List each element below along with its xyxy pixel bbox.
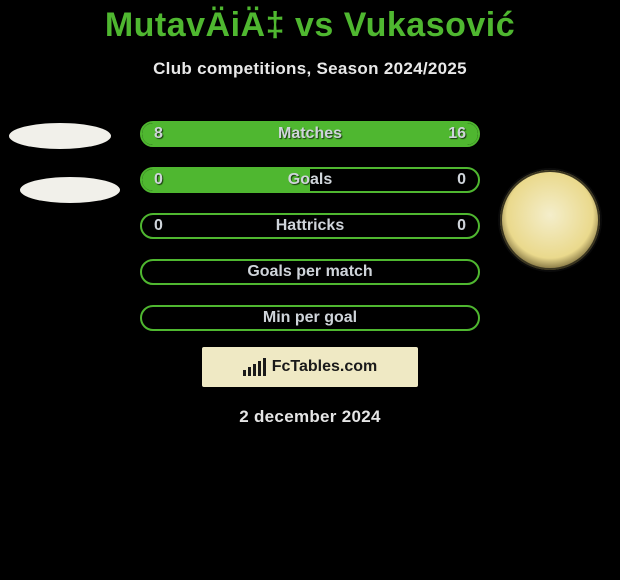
- stat-row: Goals per match: [0, 249, 620, 295]
- stat-label: Goals per match: [142, 261, 478, 283]
- page-title: MutavÄiÄ‡ vs Vukasović: [0, 0, 620, 45]
- logo-bar-segment: [258, 361, 261, 376]
- stat-bar-track: Hattricks0 0: [140, 213, 480, 239]
- stat-row: Goals00: [0, 157, 620, 203]
- stat-value-right: 0: [457, 215, 466, 237]
- stat-bar-fill-right: [253, 123, 478, 145]
- stat-bar-track: Min per goal: [140, 305, 480, 331]
- comparison-chart: Matches816Goals00Hattricks00Goals per ma…: [0, 111, 620, 341]
- logo-text: FcTables.com: [272, 358, 378, 376]
- stat-bar-track: Goals00: [140, 167, 480, 193]
- stat-bar-track: Goals per match: [140, 259, 480, 285]
- stat-value-right: 0: [457, 169, 466, 191]
- stat-label: Hattricks: [142, 215, 478, 237]
- logo-bar-segment: [253, 364, 256, 376]
- stat-bar-fill-left: [142, 169, 310, 191]
- stat-label: Min per goal: [142, 307, 478, 329]
- stat-bar-fill-left: [142, 123, 253, 145]
- stat-row: Hattricks0 0: [0, 203, 620, 249]
- logo-bar-segment: [263, 358, 266, 376]
- fctables-logo: FcTables.com: [202, 347, 418, 387]
- stat-bar-track: Matches816: [140, 121, 480, 147]
- stat-row: Min per goal: [0, 295, 620, 341]
- date-label: 2 december 2024: [0, 407, 620, 427]
- logo-bar-segment: [248, 367, 251, 376]
- logo-bar-segment: [243, 370, 246, 376]
- logo-bars-icon: [243, 358, 266, 376]
- subtitle: Club competitions, Season 2024/2025: [0, 59, 620, 79]
- stat-value-left: 0: [154, 215, 163, 237]
- stat-row: Matches816: [0, 111, 620, 157]
